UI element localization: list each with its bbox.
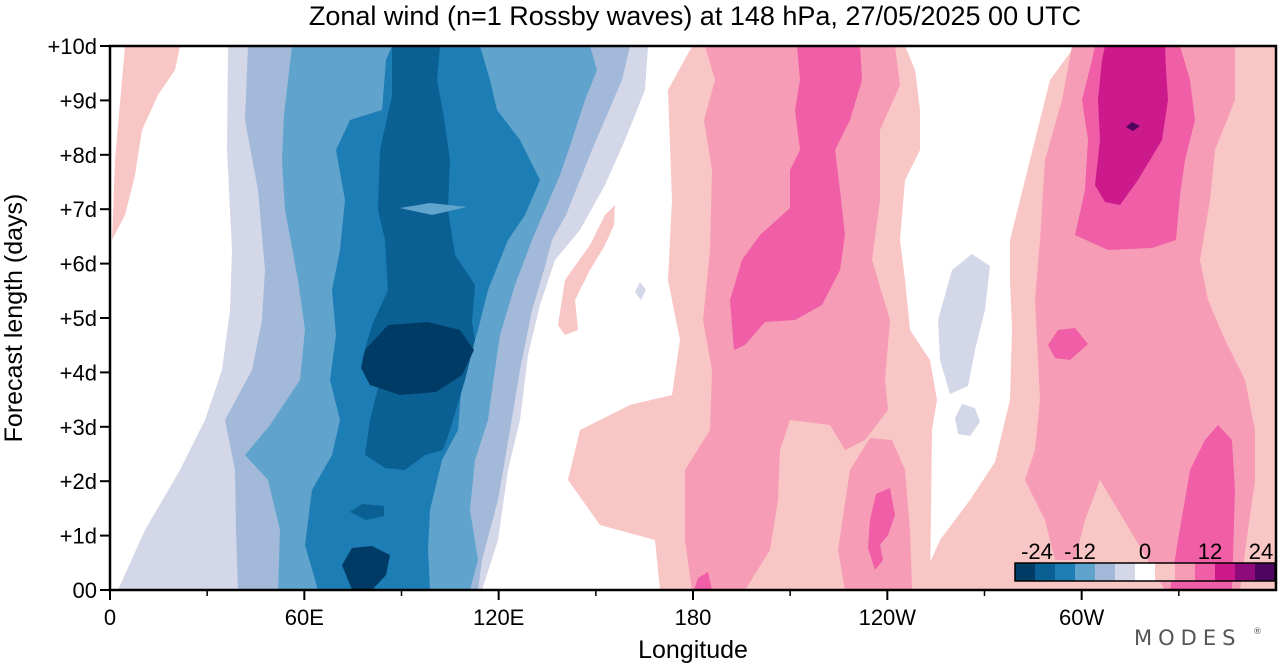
y-tick-label: +5d [60, 306, 97, 331]
x-tick-label: 120W [859, 605, 917, 630]
contour-u-pos12c [694, 572, 712, 590]
x-tick-label: 120E [473, 605, 524, 630]
colorbar-label: -12 [1064, 539, 1096, 564]
colorbar-swatch [1155, 563, 1176, 581]
contour-u-pos12b [868, 488, 895, 570]
x-tick-label: 60E [285, 605, 324, 630]
contour-u-pos8c [1025, 46, 1255, 590]
colorbar-swatch [1035, 563, 1056, 581]
colorbar-swatch [1115, 563, 1136, 581]
x-axis: 0 60E 120E 180 120W 60W [104, 590, 1180, 630]
y-tick-label: +7d [60, 197, 97, 222]
colorbar-swatch [1015, 563, 1036, 581]
colorbar-swatch [1215, 563, 1236, 581]
contour-u-pos4 [558, 205, 615, 335]
contour-u-pos20 [1126, 122, 1140, 131]
y-tick-label: +4d [60, 360, 97, 385]
colorbar-swatch [1255, 563, 1276, 581]
y-tick-label: +2d [60, 469, 97, 494]
colorbar-legend: -24 -12 0 12 24 [1014, 539, 1276, 582]
colorbar-swatch [1135, 563, 1156, 581]
y-tick-label: +3d [60, 415, 97, 440]
chart-title: Zonal wind (n=1 Rossby waves) at 148 hPa… [309, 1, 1081, 31]
colorbar-frame [1014, 562, 1276, 582]
contour-u-pos4d [112, 46, 180, 240]
x-tick-label: 180 [675, 605, 712, 630]
contour-u-neg4b [635, 282, 646, 300]
contour-u-neg24b [342, 546, 390, 590]
colorbar-label: -24 [1021, 539, 1053, 564]
contour-u-neg4d [955, 404, 980, 436]
x-tick-label: 0 [104, 605, 116, 630]
logo-text: MODES [1134, 626, 1241, 650]
colorbar-label: 0 [1139, 539, 1151, 564]
colorbar-swatch [1195, 563, 1216, 581]
contour-u-pos12f [1048, 328, 1088, 360]
contour-u-pos12e [1170, 425, 1235, 590]
contour-fill-layer [112, 46, 1276, 590]
y-tick-label: +10d [47, 34, 97, 59]
logo-registered-mark: ® [1253, 627, 1262, 637]
contour-u-neg20c [350, 504, 384, 520]
y-tick-label: +9d [60, 88, 97, 113]
contour-u-neg24 [361, 322, 474, 395]
colorbar-swatch [1095, 563, 1116, 581]
colorbar-swatch [1055, 563, 1076, 581]
colorbar-swatch [1075, 563, 1096, 581]
y-tick-label: +6d [60, 252, 97, 277]
colorbar-label: 24 [1249, 539, 1273, 564]
x-tick-label: 60W [1059, 605, 1104, 630]
colorbar-label: 12 [1198, 539, 1222, 564]
colorbar-swatch [1175, 563, 1196, 581]
y-axis: 00 +1d +2d +3d +4d +5d +6d +7d +8d +9d +10d [47, 34, 110, 603]
contour-u-neg4c [938, 254, 990, 394]
modes-logo: MODES ® [1134, 626, 1262, 650]
contour-u-pos12 [730, 46, 862, 350]
contour-u-neg12c [324, 96, 353, 110]
colorbar-swatch [1235, 563, 1256, 581]
plot-area [108, 44, 1278, 592]
x-axis-label: Longitude [638, 636, 748, 664]
y-tick-label: 00 [73, 578, 97, 603]
y-tick-label: +8d [60, 143, 97, 168]
y-axis-label: Forecast length (days) [0, 194, 28, 443]
y-tick-label: +1d [60, 524, 97, 549]
contour-u-neg12b [400, 203, 467, 215]
